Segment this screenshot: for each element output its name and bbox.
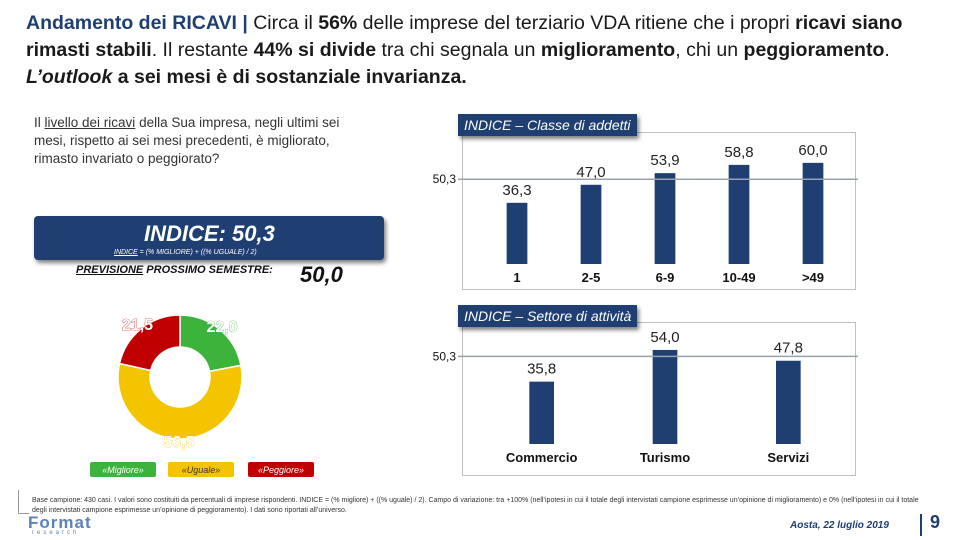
bar-value-label: 47,8 (774, 340, 803, 357)
legend-swatch (168, 462, 234, 477)
category-label: >49 (802, 270, 824, 285)
index-label: INDICE: 50,3 (144, 221, 275, 246)
legend-swatch (248, 462, 314, 477)
category-label: Commercio (506, 450, 578, 465)
headline-topic: Andamento dei RICAVI | (26, 12, 254, 34)
donut-value-label: 22,0 (206, 319, 237, 336)
bar (506, 202, 528, 264)
bar (802, 162, 824, 264)
donut-value-label: 56,5 (163, 434, 194, 451)
legend-label: «Migliore» (102, 465, 144, 475)
category-label: 2-5 (582, 270, 601, 285)
donut-value-label: 21,5 (122, 317, 153, 334)
bar (580, 184, 602, 264)
bar (529, 381, 554, 444)
page-separator (920, 514, 922, 536)
index-formula: INDICE = (% MIGLIORE) + ((% UGUALE) / 2) (114, 249, 257, 256)
bar (654, 173, 676, 264)
bar-value-label: 54,0 (650, 330, 679, 346)
survey-question: Il livello dei ricavi della Sua impresa,… (34, 115, 340, 166)
category-label: 1 (513, 270, 520, 285)
bar-value-label: 58,8 (724, 144, 753, 161)
category-label: Turismo (640, 450, 690, 465)
bar-value-label: 36,3 (502, 182, 531, 199)
chart-title-classe: INDICE – Classe di addetti (458, 114, 637, 136)
format-logo: Format (28, 513, 92, 532)
page-number: 9 (930, 512, 941, 532)
bar-chart-classe: 36,3 1 47,0 2-5 53,9 6-9 58,8 10-49 60,0 >49 50,3 (433, 142, 858, 285)
bar-value-label: 35,8 (527, 361, 556, 378)
donut-chart: 22,0 56,5 21,5 «Migliore» «Uguale» «Peggiore» (90, 314, 314, 477)
reference-label: 50,3 (433, 349, 457, 363)
place-date: Aosta, 22 luglio 2019 (790, 520, 889, 531)
legend-label: «Uguale» (182, 465, 221, 475)
legend-swatch (90, 462, 156, 477)
bar-value-label: 53,9 (650, 152, 679, 169)
bar (652, 349, 678, 444)
bar-chart-settore: 35,8 Commercio 54,0 Turismo 47,8 Servizi 50,3 (433, 330, 858, 465)
bar-value-label: 47,0 (576, 164, 605, 181)
category-label: Servizi (767, 450, 809, 465)
legend-label: «Peggiore» (258, 465, 304, 475)
reference-label: 50,3 (433, 172, 457, 186)
chart-title-settore: INDICE – Settore di attività (458, 305, 638, 327)
forecast-value: 50,0 (300, 262, 343, 287)
footer-corner-line (18, 490, 29, 514)
bar (776, 360, 801, 444)
donut-slice (118, 314, 181, 372)
headline: Andamento dei RICAVI | Circa il 56% dell… (26, 12, 903, 88)
bar (728, 164, 750, 264)
category-label: 6-9 (656, 270, 675, 285)
bar-value-label: 60,0 (798, 142, 827, 159)
footer-note: Base campione: 430 casi. I valori sono c… (32, 497, 919, 514)
donut-slice (117, 362, 243, 440)
forecast-label: PREVISIONE PROSSIMO SEMESTRE: (76, 264, 273, 276)
category-label: 10-49 (722, 270, 755, 285)
index-box: INDICE: 50,3 INDICE = (% MIGLIORE) + ((%… (34, 216, 384, 260)
format-logo-sub: research (32, 530, 80, 536)
